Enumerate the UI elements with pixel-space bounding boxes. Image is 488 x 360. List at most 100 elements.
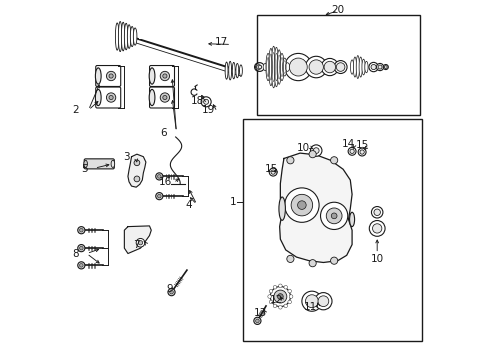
Ellipse shape	[350, 60, 353, 74]
Circle shape	[371, 207, 382, 218]
Circle shape	[109, 95, 113, 100]
Polygon shape	[124, 226, 151, 253]
Ellipse shape	[263, 63, 267, 71]
Circle shape	[253, 317, 261, 324]
Ellipse shape	[232, 62, 235, 79]
Ellipse shape	[130, 27, 134, 46]
Circle shape	[269, 300, 272, 304]
Circle shape	[270, 287, 290, 307]
Ellipse shape	[121, 22, 125, 51]
Circle shape	[349, 149, 353, 153]
Text: 6: 6	[160, 129, 167, 138]
Circle shape	[258, 65, 261, 69]
Circle shape	[78, 226, 85, 234]
Ellipse shape	[285, 63, 289, 71]
Circle shape	[333, 60, 346, 73]
FancyBboxPatch shape	[149, 87, 174, 108]
Ellipse shape	[364, 61, 367, 73]
Circle shape	[290, 194, 312, 216]
Ellipse shape	[278, 197, 285, 220]
Circle shape	[376, 63, 383, 71]
Text: 15: 15	[355, 140, 369, 150]
Text: 8: 8	[72, 248, 79, 258]
Circle shape	[287, 289, 291, 293]
Circle shape	[278, 284, 282, 288]
Ellipse shape	[95, 68, 101, 84]
Circle shape	[310, 145, 321, 156]
Circle shape	[368, 221, 384, 236]
Ellipse shape	[279, 53, 284, 81]
Circle shape	[330, 157, 337, 164]
Circle shape	[160, 93, 169, 102]
Circle shape	[368, 62, 378, 72]
Circle shape	[308, 60, 323, 74]
Circle shape	[308, 150, 316, 158]
Circle shape	[106, 93, 116, 102]
Circle shape	[278, 306, 282, 309]
Circle shape	[370, 64, 375, 69]
Circle shape	[308, 260, 316, 267]
Text: 17: 17	[214, 37, 227, 47]
Text: 3: 3	[122, 152, 129, 162]
Circle shape	[289, 58, 306, 76]
Ellipse shape	[83, 160, 87, 167]
Ellipse shape	[124, 23, 128, 50]
Text: 16: 16	[159, 177, 172, 187]
Ellipse shape	[149, 89, 155, 105]
Ellipse shape	[115, 23, 119, 50]
Circle shape	[287, 300, 291, 304]
Circle shape	[289, 295, 292, 298]
Circle shape	[255, 319, 259, 323]
Circle shape	[324, 61, 335, 73]
Circle shape	[138, 240, 142, 245]
Text: 19: 19	[202, 105, 215, 115]
Circle shape	[325, 208, 341, 224]
Circle shape	[169, 291, 173, 294]
Ellipse shape	[118, 22, 122, 51]
Circle shape	[305, 295, 318, 308]
Circle shape	[157, 194, 161, 198]
Ellipse shape	[239, 65, 242, 76]
Circle shape	[80, 264, 83, 267]
Circle shape	[320, 202, 347, 229]
Ellipse shape	[235, 63, 238, 78]
Circle shape	[269, 168, 277, 176]
Circle shape	[273, 304, 276, 308]
Circle shape	[134, 160, 140, 166]
Circle shape	[80, 246, 83, 250]
Circle shape	[157, 175, 161, 178]
Ellipse shape	[95, 89, 101, 105]
Circle shape	[286, 157, 293, 164]
Circle shape	[297, 201, 305, 210]
Circle shape	[317, 296, 328, 307]
Circle shape	[330, 213, 336, 219]
Ellipse shape	[111, 160, 115, 167]
Circle shape	[203, 99, 208, 104]
FancyBboxPatch shape	[149, 66, 174, 86]
FancyBboxPatch shape	[96, 66, 121, 86]
Text: 18: 18	[191, 96, 204, 106]
Circle shape	[270, 170, 275, 174]
Ellipse shape	[133, 28, 137, 45]
Circle shape	[201, 97, 211, 107]
Circle shape	[373, 209, 380, 216]
Circle shape	[155, 193, 163, 200]
Ellipse shape	[349, 212, 354, 226]
Circle shape	[305, 56, 326, 78]
Circle shape	[284, 53, 311, 81]
Ellipse shape	[277, 50, 281, 84]
Ellipse shape	[228, 61, 231, 80]
Text: 7: 7	[133, 239, 140, 249]
Text: 10: 10	[297, 143, 309, 153]
Polygon shape	[128, 154, 145, 187]
Text: 9: 9	[165, 284, 172, 294]
Ellipse shape	[224, 62, 227, 79]
Ellipse shape	[274, 47, 278, 87]
Text: 10: 10	[370, 254, 383, 264]
Circle shape	[314, 293, 331, 310]
Ellipse shape	[127, 25, 131, 48]
FancyBboxPatch shape	[84, 159, 114, 169]
Text: 2: 2	[72, 105, 79, 115]
Circle shape	[372, 224, 381, 233]
Bar	[257, 15, 419, 116]
